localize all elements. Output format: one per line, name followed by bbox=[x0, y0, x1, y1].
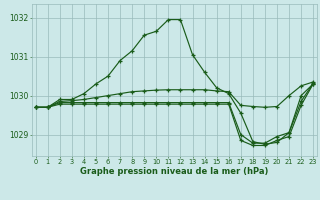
X-axis label: Graphe pression niveau de la mer (hPa): Graphe pression niveau de la mer (hPa) bbox=[80, 167, 268, 176]
